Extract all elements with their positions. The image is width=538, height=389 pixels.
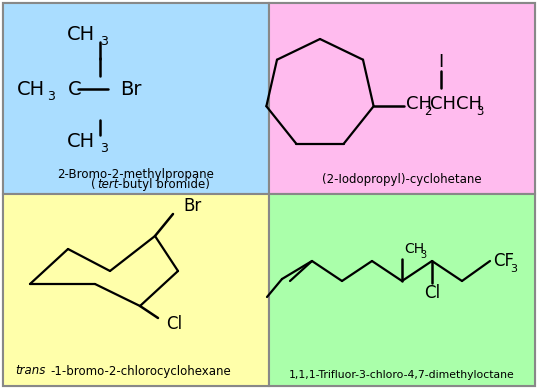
Text: -butyl bromide): -butyl bromide) <box>118 177 210 191</box>
Text: 3: 3 <box>100 142 108 154</box>
Text: CH: CH <box>67 131 95 151</box>
Bar <box>269 194 535 386</box>
Text: 3: 3 <box>100 35 108 47</box>
Text: -1-bromo-2-chlorocyclohexane: -1-bromo-2-chlorocyclohexane <box>50 364 231 377</box>
Text: 3: 3 <box>47 89 55 102</box>
Text: 3: 3 <box>477 105 484 118</box>
Text: 2-Bromo-2-methylpropane: 2-Bromo-2-methylpropane <box>58 168 215 180</box>
Bar <box>3 3 269 194</box>
Text: CH: CH <box>404 242 424 256</box>
Text: (: ( <box>91 177 96 191</box>
Bar <box>3 194 269 386</box>
Text: 2: 2 <box>424 105 432 118</box>
Text: C: C <box>68 79 82 98</box>
Text: Cl: Cl <box>424 284 440 302</box>
Text: 3: 3 <box>510 264 517 274</box>
Text: CHCH: CHCH <box>430 95 482 113</box>
Text: Cl: Cl <box>166 315 182 333</box>
Text: CH: CH <box>406 95 431 113</box>
Text: 1,1,1-Trifluor-3-chloro-4,7-dimethyloctane: 1,1,1-Trifluor-3-chloro-4,7-dimethylocta… <box>289 370 515 380</box>
Text: trans: trans <box>15 364 45 377</box>
Text: CF: CF <box>493 252 514 270</box>
Text: tert: tert <box>97 177 118 191</box>
Bar <box>269 3 535 194</box>
Text: (2-Iodopropyl)-cyclohetane: (2-Iodopropyl)-cyclohetane <box>322 172 482 186</box>
Text: I: I <box>438 53 443 71</box>
Text: 3: 3 <box>420 250 426 260</box>
Text: CH: CH <box>67 25 95 44</box>
Text: Br: Br <box>120 79 141 98</box>
Text: Br: Br <box>183 197 201 215</box>
Text: CH: CH <box>17 79 45 98</box>
